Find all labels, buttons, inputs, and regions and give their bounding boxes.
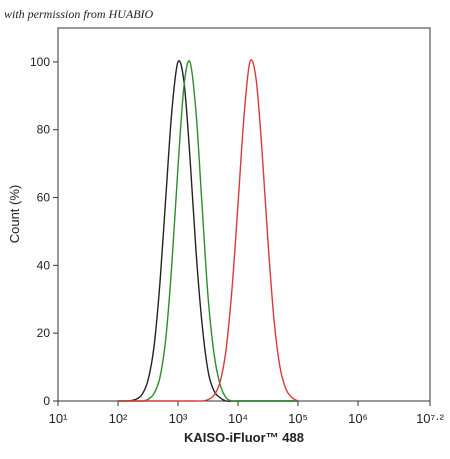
y-tick-label: 60: [37, 191, 51, 205]
watermark: with permission from HUABIO: [4, 7, 154, 21]
x-tick-label: 10⁵: [288, 411, 308, 426]
histogram-line: [118, 60, 298, 402]
plot-frame: [57, 27, 431, 402]
histogram-line: [118, 59, 299, 402]
y-tick-label: 80: [37, 123, 51, 137]
y-axis-label: Count (%): [7, 185, 22, 244]
x-tick-label: 10⁴: [228, 411, 248, 426]
x-tick-label: 10⁶: [348, 411, 368, 426]
y-tick-label: 20: [37, 326, 51, 340]
x-tick-label: 10⁷·²: [416, 411, 444, 426]
x-tick-label: 10²: [109, 411, 128, 426]
y-tick-label: 100: [30, 55, 50, 69]
y-tick-label: 40: [37, 258, 51, 272]
x-tick-label: 10³: [169, 411, 188, 426]
x-tick-label: 10¹: [49, 411, 68, 426]
x-axis-label: KAISO-iFluor™ 488: [184, 430, 304, 445]
y-tick-label: 0: [43, 394, 50, 408]
histogram-line: [117, 60, 298, 402]
